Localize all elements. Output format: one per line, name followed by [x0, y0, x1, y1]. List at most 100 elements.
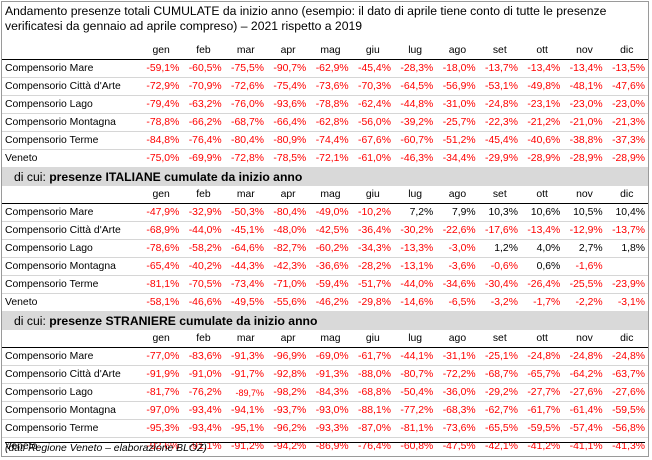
value-cell: -14,6%	[400, 297, 434, 308]
month-header: nov	[563, 330, 606, 348]
value-cell: -48,0%	[266, 221, 310, 240]
area-label: Compensorio Città d'Arte	[2, 365, 140, 384]
value-cell: -46,6%	[188, 297, 222, 308]
value-cell: -61,7%	[520, 401, 564, 420]
value-cell: -76,4%	[358, 441, 391, 452]
value-cell: -50,3%	[224, 203, 267, 222]
value-cell: -64,5%	[393, 77, 437, 96]
value-cell: -47,9%	[140, 203, 183, 222]
value-cell: -91,0%	[182, 365, 225, 384]
value-cell: -34,3%	[351, 239, 394, 258]
month-header: mar	[224, 186, 267, 204]
value-cell: -95,3%	[140, 419, 183, 438]
value-cell: -13,4%	[563, 59, 606, 78]
value-cell: -96,2%	[266, 419, 310, 438]
value-cell: -21,3%	[605, 113, 648, 132]
value-cell: -73,4%	[224, 275, 267, 294]
table-row: Veneto -75,0% -69,9% -72,8% -78,5% -72,1% -61,…	[2, 150, 648, 168]
value-cell: -78,8%	[309, 95, 352, 114]
value-cell: -89,7%	[224, 383, 267, 402]
value-cell: -86,9%	[315, 441, 349, 452]
value-cell: -65,5%	[478, 419, 521, 438]
value-cell: -68,9%	[140, 221, 183, 240]
value-cell: -70,9%	[182, 77, 225, 96]
area-label: Veneto	[5, 297, 38, 308]
value-cell: -84,8%	[140, 131, 183, 150]
value-cell: -84,3%	[309, 383, 352, 402]
month-header: ago	[436, 42, 479, 60]
value-cell: -62,4%	[351, 95, 394, 114]
value-cell: -88,1%	[351, 401, 394, 420]
section-straniere-label: di cui: presenze STRANIERE cumulate da i…	[2, 311, 648, 330]
value-cell: -51,7%	[351, 275, 394, 294]
value-cell: -78,8%	[140, 113, 183, 132]
value-cell: -57,4%	[563, 419, 606, 438]
value-cell: 7,2%	[393, 203, 437, 222]
value-cell: -78,5%	[273, 153, 307, 164]
value-cell: -98,2%	[266, 383, 310, 402]
value-cell: -3,1%	[617, 297, 645, 308]
value-cell: -74,4%	[309, 131, 352, 150]
value-cell: 4,0%	[520, 239, 564, 258]
value-cell: -59,5%	[605, 401, 648, 420]
value-cell: -13,4%	[520, 59, 564, 78]
value-cell: -97,0%	[140, 401, 183, 420]
area-label: Compensorio Mare	[2, 203, 140, 222]
value-cell: -28,2%	[351, 257, 394, 276]
value-cell: -49,8%	[520, 77, 564, 96]
value-cell: -23,0%	[605, 95, 648, 114]
month-header: set	[478, 330, 521, 348]
value-cell: -64,2%	[563, 365, 606, 384]
value-cell: -69,9%	[188, 153, 222, 164]
value-cell: -51,2%	[436, 131, 479, 150]
value-cell: -44,0%	[182, 221, 225, 240]
value-cell: -80,4%	[224, 131, 267, 150]
value-cell: -68,7%	[224, 113, 267, 132]
value-cell: -93,4%	[182, 419, 225, 438]
value-cell: -32,9%	[182, 203, 225, 222]
value-cell: -42,5%	[309, 221, 352, 240]
value-cell: -90,7%	[266, 59, 310, 78]
area-label: Compensorio Terme	[2, 131, 140, 150]
value-cell: -30,4%	[478, 275, 521, 294]
value-cell: -3,2%	[490, 297, 518, 308]
value-cell: -45,1%	[224, 221, 267, 240]
month-header: ott	[520, 330, 564, 348]
area-label: Compensorio Mare	[2, 59, 140, 78]
value-cell: 7,9%	[436, 203, 479, 222]
value-cell: -91,3%	[224, 347, 267, 366]
value-cell: -40,6%	[520, 131, 564, 150]
value-cell: -24,8%	[520, 347, 564, 366]
month-header: feb	[182, 330, 225, 348]
value-cell: -60,8%	[400, 441, 434, 452]
value-cell: 0,6%	[520, 257, 564, 276]
area-label: Compensorio Lago	[2, 383, 140, 402]
value-cell: -41,3%	[612, 441, 645, 452]
value-cell: -41,2%	[527, 441, 561, 452]
value-cell: -59,1%	[140, 59, 183, 78]
value-cell: -2,2%	[575, 297, 603, 308]
table-row: Compensorio Mare -47,9% -32,9% -50,3% -80,4%…	[2, 203, 648, 222]
value-cell: -30,2%	[393, 221, 437, 240]
value-cell: -73,6%	[309, 77, 352, 96]
value-cell: -13,4%	[520, 221, 564, 240]
value-cell: -93,0%	[309, 401, 352, 420]
value-cell: -36,4%	[351, 221, 394, 240]
table-row: Compensorio Terme -84,8% -76,4% -80,4% -80,9…	[2, 131, 648, 150]
month-header: nov	[563, 42, 606, 60]
value-cell: -75,5%	[224, 59, 267, 78]
month-header: gen	[140, 186, 183, 204]
value-cell: 10,4%	[605, 203, 648, 222]
value-cell: -94,2%	[273, 441, 307, 452]
value-cell: -25,5%	[563, 275, 606, 294]
value-cell: -49,5%	[231, 297, 264, 308]
value-cell: -61,7%	[351, 347, 394, 366]
value-cell: -96,9%	[266, 347, 310, 366]
value-cell: -64,6%	[224, 239, 267, 258]
area-label: Compensorio Città d'Arte	[2, 77, 140, 96]
table-row: Compensorio Montagna -65,4% -40,2% -44,3% -4…	[2, 257, 648, 276]
month-header: apr	[266, 330, 310, 348]
area-label: Compensorio Montagna	[2, 113, 140, 132]
month-header: mar	[224, 330, 267, 348]
value-cell: -44,0%	[393, 275, 437, 294]
